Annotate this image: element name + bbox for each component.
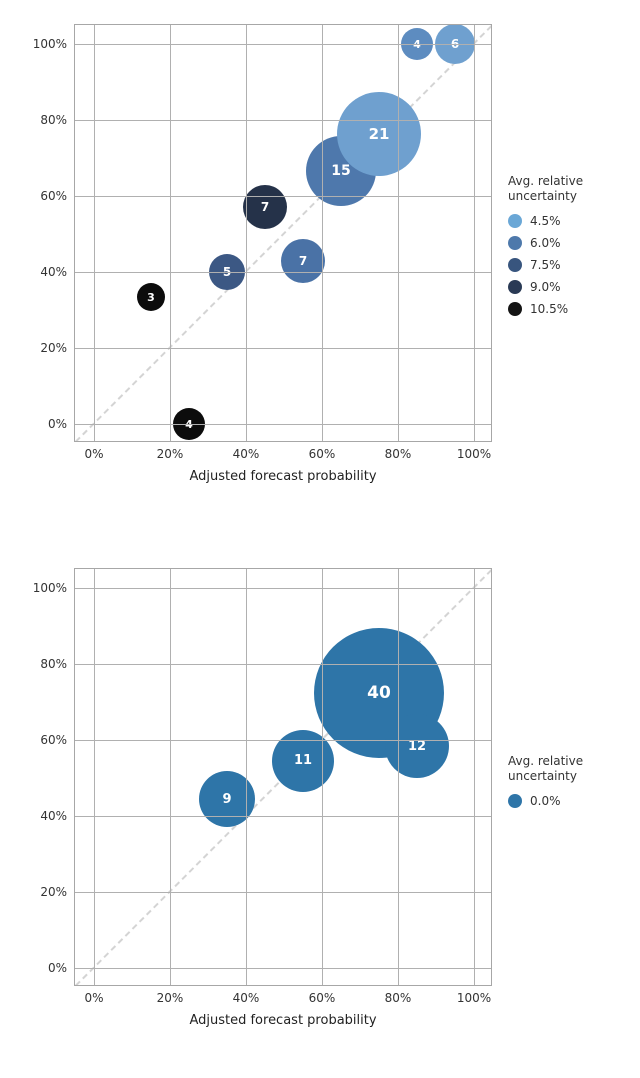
bubble: 12 <box>385 714 449 778</box>
gridline-h <box>75 120 491 121</box>
x-axis-label: Adjusted forecast probability <box>189 469 376 484</box>
x-tick-label: 60% <box>309 447 336 461</box>
bubble-label: 9 <box>222 792 231 807</box>
y-tick-label: 40% <box>40 809 67 823</box>
bubble: 11 <box>272 730 334 792</box>
gridline-v <box>474 569 475 985</box>
legend-swatch-icon <box>508 280 522 294</box>
x-tick-label: 100% <box>457 991 491 1005</box>
legend-bottom: Avg. relativeuncertainty 0.0% <box>508 754 583 812</box>
x-tick-label: 100% <box>457 447 491 461</box>
gridline-h <box>75 424 491 425</box>
gridline-v <box>94 25 95 441</box>
legend-item-label: 4.5% <box>530 214 561 228</box>
gridline-h <box>75 272 491 273</box>
legend-item-label: 10.5% <box>530 302 568 316</box>
plot-clip: 34577152146 <box>75 25 491 441</box>
legend-swatch-icon <box>508 302 522 316</box>
y-tick-label: 80% <box>40 113 67 127</box>
plot-area-bottom: 91140120%0%20%20%40%40%60%60%80%80%100%1… <box>74 568 492 986</box>
gridline-h <box>75 664 491 665</box>
gridline-h <box>75 44 491 45</box>
gridline-v <box>398 569 399 985</box>
gridline-h <box>75 588 491 589</box>
plot-clip: 9 11 40 12 <box>75 569 491 985</box>
legend-swatch-icon <box>508 258 522 272</box>
legend-item: 4.5% <box>508 210 583 232</box>
gridline-h <box>75 196 491 197</box>
x-tick-label: 0% <box>84 991 103 1005</box>
bubble: 21 <box>337 92 421 176</box>
bubble-label: 11 <box>294 753 312 768</box>
gridline-v <box>322 25 323 441</box>
legend-title: Avg. relativeuncertainty <box>508 754 583 784</box>
legend-item: 9.0% <box>508 276 583 298</box>
figure: 345771521460%0%20%20%40%40%60%60%80%80%1… <box>0 0 640 1078</box>
gridline-v <box>170 569 171 985</box>
x-tick-label: 40% <box>233 991 260 1005</box>
legend-swatch-icon <box>508 236 522 250</box>
gridline-h <box>75 740 491 741</box>
x-tick-label: 80% <box>385 991 412 1005</box>
bubble-label: 15 <box>331 163 350 179</box>
x-tick-label: 0% <box>84 447 103 461</box>
y-tick-label: 0% <box>48 417 67 431</box>
legend-item: 10.5% <box>508 298 583 320</box>
bubble: 7 <box>281 239 325 283</box>
x-tick-label: 40% <box>233 447 260 461</box>
legend-item: 6.0% <box>508 232 583 254</box>
bubble-label: 12 <box>408 739 426 754</box>
gridline-h <box>75 348 491 349</box>
gridline-v <box>170 25 171 441</box>
legend-swatch-icon <box>508 794 522 808</box>
x-tick-label: 20% <box>157 447 184 461</box>
y-tick-label: 100% <box>33 37 67 51</box>
legend-item: 0.0% <box>508 790 583 812</box>
gridline-v <box>94 569 95 985</box>
identity-line <box>75 25 491 441</box>
legend-top: Avg. relativeuncertainty 4.5% 6.0% 7.5% 9.0%… <box>508 174 583 320</box>
legend-item-label: 0.0% <box>530 794 561 808</box>
bubble-label: 3 <box>147 291 155 304</box>
legend-item-label: 9.0% <box>530 280 561 294</box>
bubble-label: 21 <box>369 125 390 143</box>
x-tick-label: 80% <box>385 447 412 461</box>
bubble: 7 <box>243 185 287 229</box>
y-tick-label: 20% <box>40 341 67 355</box>
y-tick-label: 100% <box>33 581 67 595</box>
y-tick-label: 40% <box>40 265 67 279</box>
x-tick-label: 20% <box>157 991 184 1005</box>
y-tick-label: 20% <box>40 885 67 899</box>
bubble: 3 <box>137 283 165 311</box>
legend-item: 7.5% <box>508 254 583 276</box>
y-tick-label: 0% <box>48 961 67 975</box>
legend-item-label: 6.0% <box>530 236 561 250</box>
gridline-h <box>75 816 491 817</box>
plot-area-top: 345771521460%0%20%20%40%40%60%60%80%80%1… <box>74 24 492 442</box>
x-tick-label: 60% <box>309 991 336 1005</box>
gridline-v <box>246 25 247 441</box>
y-tick-label: 60% <box>40 189 67 203</box>
x-axis-label: Adjusted forecast probability <box>189 1013 376 1028</box>
bubble-label: 7 <box>261 200 269 214</box>
gridline-v <box>322 569 323 985</box>
gridline-v <box>398 25 399 441</box>
gridline-h <box>75 968 491 969</box>
gridline-v <box>474 25 475 441</box>
gridline-h <box>75 892 491 893</box>
legend-title: Avg. relativeuncertainty <box>508 174 583 204</box>
y-tick-label: 60% <box>40 733 67 747</box>
bubble-label: 7 <box>299 254 307 268</box>
y-tick-label: 80% <box>40 657 67 671</box>
legend-swatch-icon <box>508 214 522 228</box>
gridline-v <box>246 569 247 985</box>
bubble-label: 40 <box>367 683 391 703</box>
legend-item-label: 7.5% <box>530 258 561 272</box>
